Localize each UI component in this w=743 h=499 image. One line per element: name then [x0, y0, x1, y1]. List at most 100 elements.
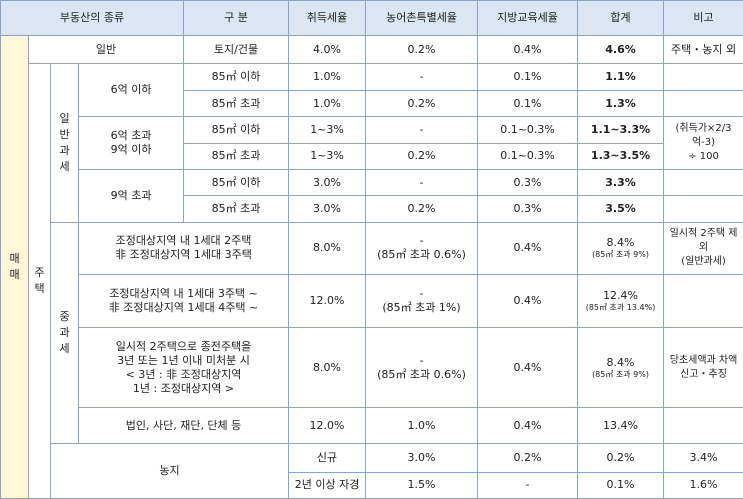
cell-note: 주택・농지 외: [663, 34, 743, 65]
cell-acq: 1.0%: [288, 63, 367, 91]
cell-edu: 0.1%: [477, 89, 579, 118]
cell-edu: 0.3%: [477, 168, 579, 197]
cell-total: 3.4%: [663, 443, 743, 473]
cell-acq: 8.0%: [288, 221, 367, 276]
sub-new: 신규: [288, 443, 367, 473]
cell-farm: 1.0%: [365, 407, 479, 445]
table-row: 농지 신규 3.0% 0.2% 0.2% 3.4%: [1, 443, 743, 499]
category-ilban-gwase: 일반과세: [50, 63, 79, 223]
cell-edu: 0.3%: [477, 195, 579, 223]
area-over-85: 85㎡ 초과: [183, 142, 290, 170]
jung-desc: 조정대상지역 내 1세대 2주택 非 조정대상지역 1세대 3주택: [77, 221, 290, 276]
cell-note: 일시적 2주택 제외 (일반과세): [663, 221, 743, 276]
cell-edu: 0.2%: [577, 443, 665, 473]
cell-note-formula: (취득가×2/3억-3) ÷ 100: [663, 116, 743, 170]
table-row: 일시적 2주택으로 종전주택을 3년 또는 1년 이내 미처분 시 < 3년 :…: [1, 327, 743, 409]
cell-farm: 0.2%: [365, 34, 479, 65]
sub-land-building: 토지/건물: [183, 34, 290, 65]
header-farm-special-rate: 농어촌특별세율: [365, 0, 479, 36]
cell-total: 3.5%: [577, 195, 665, 223]
band-over-9: 9억 초과: [77, 168, 185, 223]
jung-desc: 일시적 2주택으로 종전주택을 3년 또는 1년 이내 미처분 시 < 3년 :…: [77, 327, 290, 409]
cell-total: 1.1~3.3%: [577, 116, 665, 144]
cell-farm: 0.2%: [365, 195, 479, 223]
header-note: 비고: [663, 0, 743, 36]
table-row: 85㎡ 초과 3.0% 0.2% 0.3% 3.5%: [1, 195, 743, 223]
cell-total: 12.4% (85㎡ 초과 13.4%): [577, 274, 665, 329]
cell-acq: 12.0%: [288, 407, 367, 445]
band-6-to-9: 6억 초과 9억 이하: [77, 116, 185, 170]
cell-farm: - (85㎡ 초과 0.6%): [365, 327, 479, 409]
header-acquisition-rate: 취득세율: [288, 0, 367, 36]
cell-total: 8.4% (85㎡ 초과 9%): [577, 221, 665, 276]
table-row: 2년 이상 자경 1.5% - 0.1% 1.6%: [1, 471, 743, 499]
cell-farm: - (85㎡ 초과 1%): [365, 274, 479, 329]
table-row: 6억 초과 9억 이하 85㎡ 이하 1~3% - 0.1~0.3% 1.1~3.…: [1, 116, 743, 170]
cell-edu: 0.1~0.3%: [477, 142, 579, 170]
cell-total: 1.6%: [663, 471, 743, 499]
cell-total: 4.6%: [577, 34, 665, 65]
area-over-85: 85㎡ 초과: [183, 195, 290, 223]
category-jung-gwase: 중과세: [50, 221, 79, 445]
cell-note: [663, 168, 743, 197]
cell-total: 1.3%: [577, 89, 665, 118]
header-total: 합계: [577, 0, 665, 36]
cell-edu: 0.4%: [477, 34, 579, 65]
area-under-85: 85㎡ 이하: [183, 168, 290, 197]
kind-general: 일반: [27, 34, 185, 65]
cell-edu: 0.4%: [477, 274, 579, 329]
category-jutaek: 주택: [28, 63, 51, 499]
jung-desc: 조정대상지역 내 1세대 3주택 ~ 非 조정대상지역 1세대 4주택 ~: [77, 274, 290, 329]
cell-acq: 3.0%: [288, 168, 367, 197]
cell-acq: 4.0%: [288, 34, 367, 65]
table-row: 주택 일반과세 6억 이하 85㎡ 이하 1.0% - 0.1% 1.1%: [1, 63, 743, 499]
cell-note: [663, 195, 743, 223]
cell-farm: 0.2%: [477, 443, 579, 473]
cell-edu: 0.1%: [577, 471, 665, 499]
band-under-6: 6억 이하: [77, 63, 185, 118]
cell-acq: 3.0%: [288, 195, 367, 223]
cell-acq: 3.0%: [365, 443, 479, 473]
table-row: 85㎡ 초과 1~3% 0.2% 0.1~0.3% 1.3~3.5%: [1, 142, 743, 170]
jung-desc: 법인, 사단, 재단, 단체 등: [77, 407, 290, 445]
cell-farm: 0.2%: [365, 89, 479, 118]
cell-acq: 1~3%: [288, 142, 367, 170]
cell-farm: -: [477, 471, 579, 499]
table-row: 매매 일반 토지/건물 4.0% 0.2% 0.4% 4.6% 주택・농지 외: [0, 34, 743, 499]
cell-note: [663, 407, 743, 445]
cell-acq: 1.5%: [365, 471, 479, 499]
cell-acq: 12.0%: [288, 274, 367, 329]
cell-edu: 0.4%: [477, 327, 579, 409]
cell-farm: -: [365, 63, 479, 91]
cell-total: 3.3%: [577, 168, 665, 197]
cell-edu: 0.1%: [477, 63, 579, 91]
table-row: 조정대상지역 내 1세대 3주택 ~ 非 조정대상지역 1세대 4주택 ~ 12.…: [1, 274, 743, 329]
header-category: 구 분: [183, 0, 290, 36]
cell-note: [663, 89, 743, 118]
cell-acq: 1.0%: [288, 89, 367, 118]
cell-note: 당초세액과 차액 신고・추징: [663, 327, 743, 409]
kind-nongji: 농지: [49, 443, 290, 499]
cell-farm: - (85㎡ 초과 0.6%): [365, 221, 479, 276]
cell-total: 8.4% (85㎡ 초과 9%): [577, 327, 665, 409]
cell-farm: 0.2%: [365, 142, 479, 170]
area-under-85: 85㎡ 이하: [183, 63, 290, 91]
cell-acq: 8.0%: [288, 327, 367, 409]
area-over-85: 85㎡ 초과: [183, 89, 290, 118]
cell-edu: 0.4%: [477, 221, 579, 276]
cell-total: 13.4%: [577, 407, 665, 445]
header-row: 부동산의 종류 구 분 취득세율 농어촌특별세율 지방교육세율 합계 비고: [0, 0, 743, 36]
sub-self-cultivation: 2년 이상 자경: [288, 471, 367, 499]
table-row: 9억 초과 85㎡ 이하 3.0% - 0.3% 3.3%: [1, 168, 743, 223]
cell-edu: 0.4%: [477, 407, 579, 445]
header-local-edu-rate: 지방교육세율: [477, 0, 579, 36]
category-maemae: 매매: [0, 35, 29, 499]
table-row: 중과세 조정대상지역 내 1세대 2주택 非 조정대상지역 1세대 3주택 8.0…: [1, 221, 743, 445]
cell-note: [663, 274, 743, 329]
cell-farm: -: [365, 168, 479, 197]
cell-total: 1.3~3.5%: [577, 142, 665, 170]
cell-farm: -: [365, 116, 479, 144]
cell-acq: 1~3%: [288, 116, 367, 144]
table-row: 법인, 사단, 재단, 단체 등 12.0% 1.0% 0.4% 13.4%: [1, 407, 743, 445]
